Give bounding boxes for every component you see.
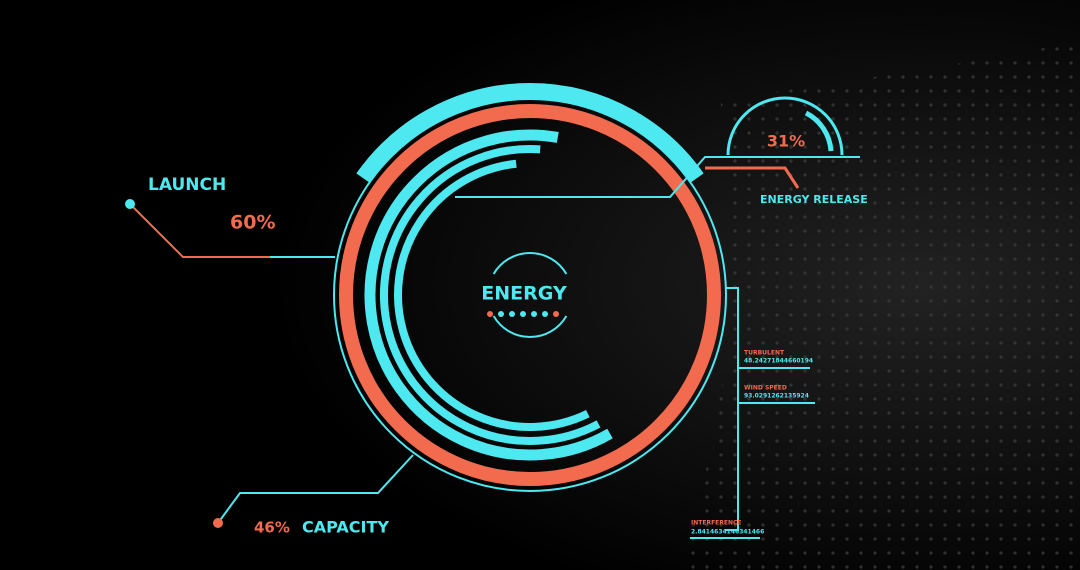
release-value: 31% xyxy=(767,132,805,151)
indicator-dot xyxy=(553,311,559,317)
c-arc xyxy=(394,159,590,431)
readout-value: 93.0291262135924 xyxy=(744,393,809,400)
capacity-value: 46% xyxy=(254,519,290,537)
inner-arc xyxy=(492,252,568,275)
release-line-orange xyxy=(705,166,800,189)
indicator-dot xyxy=(498,311,504,317)
readout-value: 48.24271844660194 xyxy=(744,358,813,365)
dot-field xyxy=(680,40,1080,570)
indicator-dot xyxy=(487,311,493,317)
release-gauge xyxy=(726,96,844,156)
c-arc xyxy=(380,145,601,445)
indicator-dot xyxy=(509,311,515,317)
orange-ring xyxy=(339,104,721,486)
release-line xyxy=(455,156,860,198)
capacity-dot xyxy=(213,518,223,528)
launch-dot xyxy=(125,199,135,209)
indicator-dot xyxy=(520,311,526,317)
top-arc xyxy=(356,83,704,183)
readout-value: 2.8414634146341466 xyxy=(691,529,764,536)
readout-label: INTERFERENCE xyxy=(691,520,742,527)
center-label: ENERGY xyxy=(481,283,567,305)
readout-label: WIND SPEED xyxy=(744,385,787,392)
rings xyxy=(333,83,727,492)
release-gauge-fill xyxy=(804,110,834,152)
capacity-line xyxy=(217,454,414,524)
c-arc xyxy=(364,129,613,461)
release-label: ENERGY RELEASE xyxy=(760,193,868,206)
launch-value: 60% xyxy=(230,212,275,234)
indicator-dot xyxy=(542,311,548,317)
inner-arc xyxy=(492,315,568,338)
readout-label: TURBULENT xyxy=(744,350,785,357)
capacity-label: CAPACITY xyxy=(302,518,389,537)
readout-rail xyxy=(725,287,739,531)
indicator-dot xyxy=(531,311,537,317)
launch-label: LAUNCH xyxy=(148,175,226,195)
